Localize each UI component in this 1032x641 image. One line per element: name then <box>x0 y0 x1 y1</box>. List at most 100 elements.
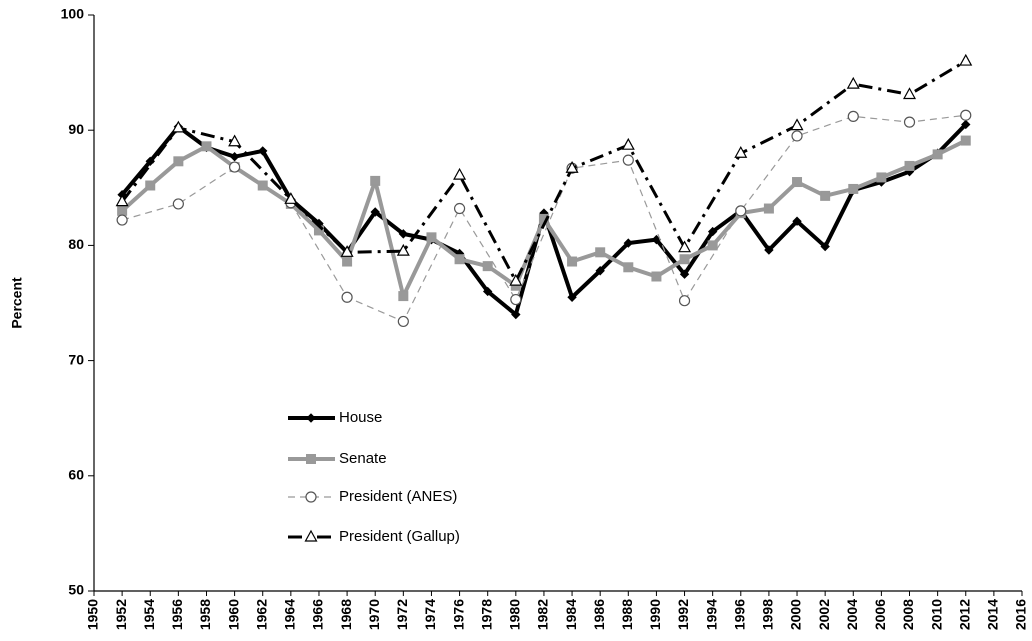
data-point <box>509 273 523 286</box>
data-point <box>678 295 691 307</box>
data-point <box>764 245 774 255</box>
legend-marker <box>305 491 317 503</box>
data-point <box>482 286 493 297</box>
legend: House Senate President (ANES) President (Ga… <box>288 409 460 545</box>
data-point <box>145 180 156 191</box>
x-tick-label: 1992 <box>675 599 691 630</box>
x-tick-label: 2008 <box>900 599 916 630</box>
data-point <box>651 271 662 282</box>
y-axis-label: Percent <box>9 277 25 329</box>
data-point <box>370 207 380 217</box>
x-tick-label: 1968 <box>338 599 354 630</box>
data-point <box>565 160 579 173</box>
data-point <box>595 266 605 276</box>
data-point <box>397 315 409 328</box>
data-point <box>228 134 242 147</box>
x-tick-label: 2016 <box>1013 599 1029 630</box>
data-point <box>116 214 128 226</box>
x-tick-label: 1996 <box>731 599 747 630</box>
x-tick-label: 1956 <box>169 599 185 630</box>
data-point <box>932 149 943 160</box>
y-tick-label: 90 <box>68 121 84 137</box>
x-tick-label: 1980 <box>507 599 523 630</box>
legend-marker <box>306 454 316 464</box>
x-tick-label: 1964 <box>282 599 298 630</box>
x-tick-label: 1958 <box>197 599 213 630</box>
legend-label: Senate <box>339 450 387 467</box>
data-point <box>398 229 409 239</box>
data-point <box>876 172 887 183</box>
data-point <box>707 226 718 237</box>
data-point <box>284 192 298 204</box>
x-tick-label: 1994 <box>703 599 719 630</box>
data-point <box>173 156 184 167</box>
data-point <box>820 190 831 201</box>
x-tick-label: 1984 <box>563 599 579 630</box>
data-point <box>341 291 353 303</box>
x-tick-label: 1974 <box>422 599 438 630</box>
data-point <box>707 240 718 251</box>
data-point <box>846 76 860 89</box>
data-point <box>820 241 830 252</box>
data-point <box>510 293 522 306</box>
x-tick-label: 1966 <box>310 599 326 630</box>
legend-label: President (Gallup) <box>339 528 460 545</box>
data-point <box>848 183 859 194</box>
data-point <box>342 256 353 267</box>
data-point <box>370 175 381 186</box>
data-point <box>201 141 212 152</box>
x-tick-label: 2004 <box>844 599 860 630</box>
data-point <box>396 243 410 256</box>
series-line <box>120 59 967 283</box>
data-point <box>117 205 128 216</box>
legend-label: House <box>339 409 382 426</box>
data-point <box>454 254 465 265</box>
x-tick-label: 2012 <box>956 599 972 630</box>
data-point <box>622 154 634 166</box>
data-point <box>621 137 635 150</box>
data-point <box>115 194 129 207</box>
data-point <box>398 291 409 302</box>
x-tick-label: 1960 <box>225 599 241 630</box>
x-tick-label: 1950 <box>85 599 101 630</box>
x-tick-label: 1978 <box>478 599 494 630</box>
data-point <box>679 254 690 265</box>
x-tick-label: 1998 <box>760 599 776 630</box>
data-point <box>229 161 241 173</box>
y-tick-label: 60 <box>68 467 84 483</box>
data-point <box>961 119 971 130</box>
data-point <box>482 261 493 272</box>
data-point <box>258 146 268 156</box>
data-point <box>791 130 803 142</box>
data-point <box>229 151 240 162</box>
x-tick-label: 2006 <box>872 599 888 630</box>
data-point <box>847 110 859 122</box>
x-tick-label: 2000 <box>788 599 804 630</box>
data-point <box>678 240 692 253</box>
x-tick-label: 1962 <box>253 599 269 630</box>
data-point <box>453 167 467 180</box>
data-point <box>340 245 354 257</box>
data-point <box>904 160 915 171</box>
data-point <box>903 116 916 128</box>
data-point <box>960 135 971 146</box>
y-tick-label: 50 <box>68 582 84 598</box>
x-tick-label: 1976 <box>450 599 466 630</box>
legend-marker <box>304 529 318 542</box>
x-tick-label: 1982 <box>535 599 551 630</box>
x-tick-label: 1988 <box>619 599 635 630</box>
data-point <box>792 216 802 226</box>
legend-label: President (ANES) <box>339 488 457 505</box>
data-point <box>679 269 690 279</box>
data-point <box>735 205 747 217</box>
legend-marker <box>306 413 316 423</box>
x-tick-label: 1990 <box>647 599 663 630</box>
y-tick-label: 100 <box>61 6 85 22</box>
data-point <box>623 262 634 273</box>
data-point <box>511 309 521 320</box>
data-point <box>959 53 973 66</box>
y-tick-label: 70 <box>68 351 84 367</box>
x-tick-label: 1986 <box>591 599 607 630</box>
x-tick-label: 1970 <box>366 599 382 630</box>
series-line <box>121 114 966 323</box>
